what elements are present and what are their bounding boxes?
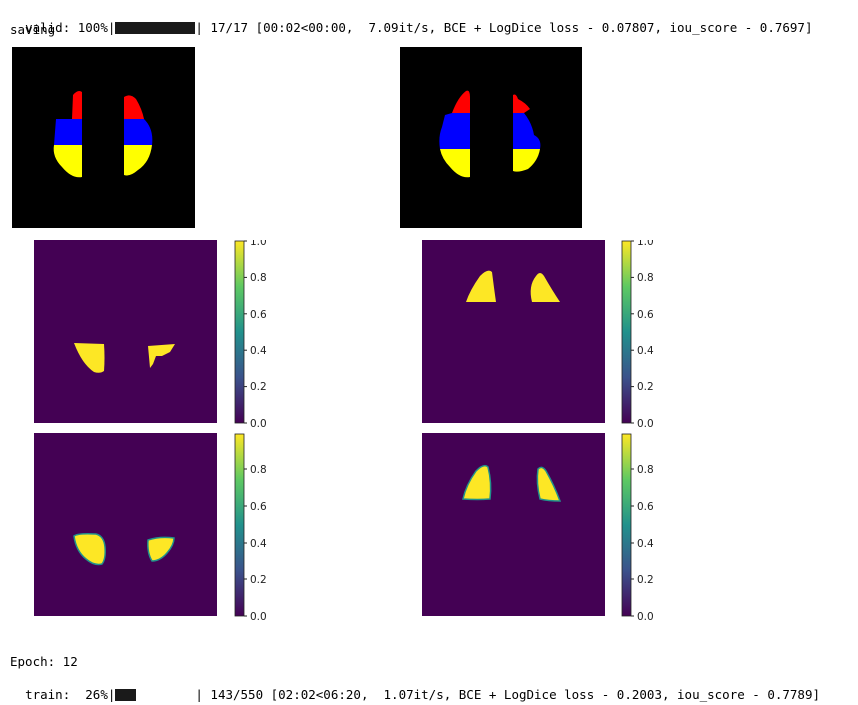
colorbar-tick-label: 0.2 <box>637 574 654 586</box>
colorbar-tick-label: 0.8 <box>250 272 267 284</box>
colorbar-1: 1.0 0.8 0.6 0.4 0.2 0.0 <box>234 240 267 430</box>
colorbar-tick-label: 0.8 <box>637 464 654 476</box>
colorbar-2: 1.0 0.8 0.6 0.4 0.2 0.0 <box>621 240 654 430</box>
train-progress-prefix: train: 26%| <box>25 687 116 702</box>
colorbar-tick-label: 0.6 <box>637 309 654 321</box>
valid-progress-line: valid: 100%| | 17/17 [00:02<00:00, 7.09it… <box>10 4 812 35</box>
colorbar-tick-label: 0.8 <box>637 272 654 284</box>
colorbar-tick-label: 0.0 <box>637 418 654 430</box>
colorbar-tick-label: 0.8 <box>250 464 267 476</box>
valid-progress-suffix: | 17/17 [00:02<00:00, 7.09it/s, BCE + Lo… <box>195 20 813 35</box>
colorbar-tick-label: 0.0 <box>250 611 267 623</box>
valid-progress-prefix: valid: 100%| <box>25 20 116 35</box>
colorbar-tick-label: 0.2 <box>637 381 654 393</box>
colorbar-3-ticks: 0.8 0.6 0.4 0.2 0.0 <box>244 464 267 623</box>
colorbar-4-ticks: 0.8 0.6 0.4 0.2 0.0 <box>631 464 654 623</box>
colorbar-tick-label: 0.4 <box>637 345 654 357</box>
train-progress-line: train: 26%| | 143/550 [02:02<06:20, 1.07i… <box>10 671 820 702</box>
colorbar-tick-label: 0.6 <box>250 501 267 513</box>
segmentation-mask-right <box>400 47 582 228</box>
segmentation-mask-left <box>12 47 195 228</box>
colorbar-1-ticks: 1.0 0.8 0.6 0.4 0.2 0.0 <box>244 240 267 430</box>
colorbar-tick-label: 0.0 <box>250 418 267 430</box>
colorbar-3: 0.8 0.6 0.4 0.2 0.0 <box>234 433 267 623</box>
colorbar-tick-label: 0.4 <box>250 538 267 550</box>
train-progress-bar <box>115 689 195 701</box>
colorbar-tick-label: 0.6 <box>637 501 654 513</box>
valid-progress-bar <box>115 22 196 34</box>
heatmap-prediction-right <box>422 433 605 616</box>
colorbar-tick-label: 0.4 <box>637 538 654 550</box>
valid-progress-fill <box>115 22 196 34</box>
heatmap-prediction-left <box>34 433 217 616</box>
train-progress-fill <box>115 689 137 701</box>
epoch-text: Epoch: 12 <box>10 654 78 669</box>
colorbar-4: 0.8 0.6 0.4 0.2 0.0 <box>621 433 654 623</box>
colorbar-tick-label: 1.0 <box>250 240 267 248</box>
train-progress-suffix: | 143/550 [02:02<06:20, 1.07it/s, BCE + … <box>195 687 821 702</box>
colorbar-2-ticks: 1.0 0.8 0.6 0.4 0.2 0.0 <box>631 240 654 430</box>
colorbar-tick-label: 0.0 <box>637 611 654 623</box>
heatmap-ground-truth-right <box>422 240 605 423</box>
saving-text: saving <box>10 22 56 37</box>
heatmap-ground-truth-left <box>34 240 217 423</box>
colorbar-tick-label: 0.4 <box>250 345 267 357</box>
colorbar-tick-label: 0.2 <box>250 574 267 586</box>
colorbar-tick-label: 0.2 <box>250 381 267 393</box>
colorbar-tick-label: 0.6 <box>250 309 267 321</box>
colorbar-tick-label: 1.0 <box>637 240 654 248</box>
